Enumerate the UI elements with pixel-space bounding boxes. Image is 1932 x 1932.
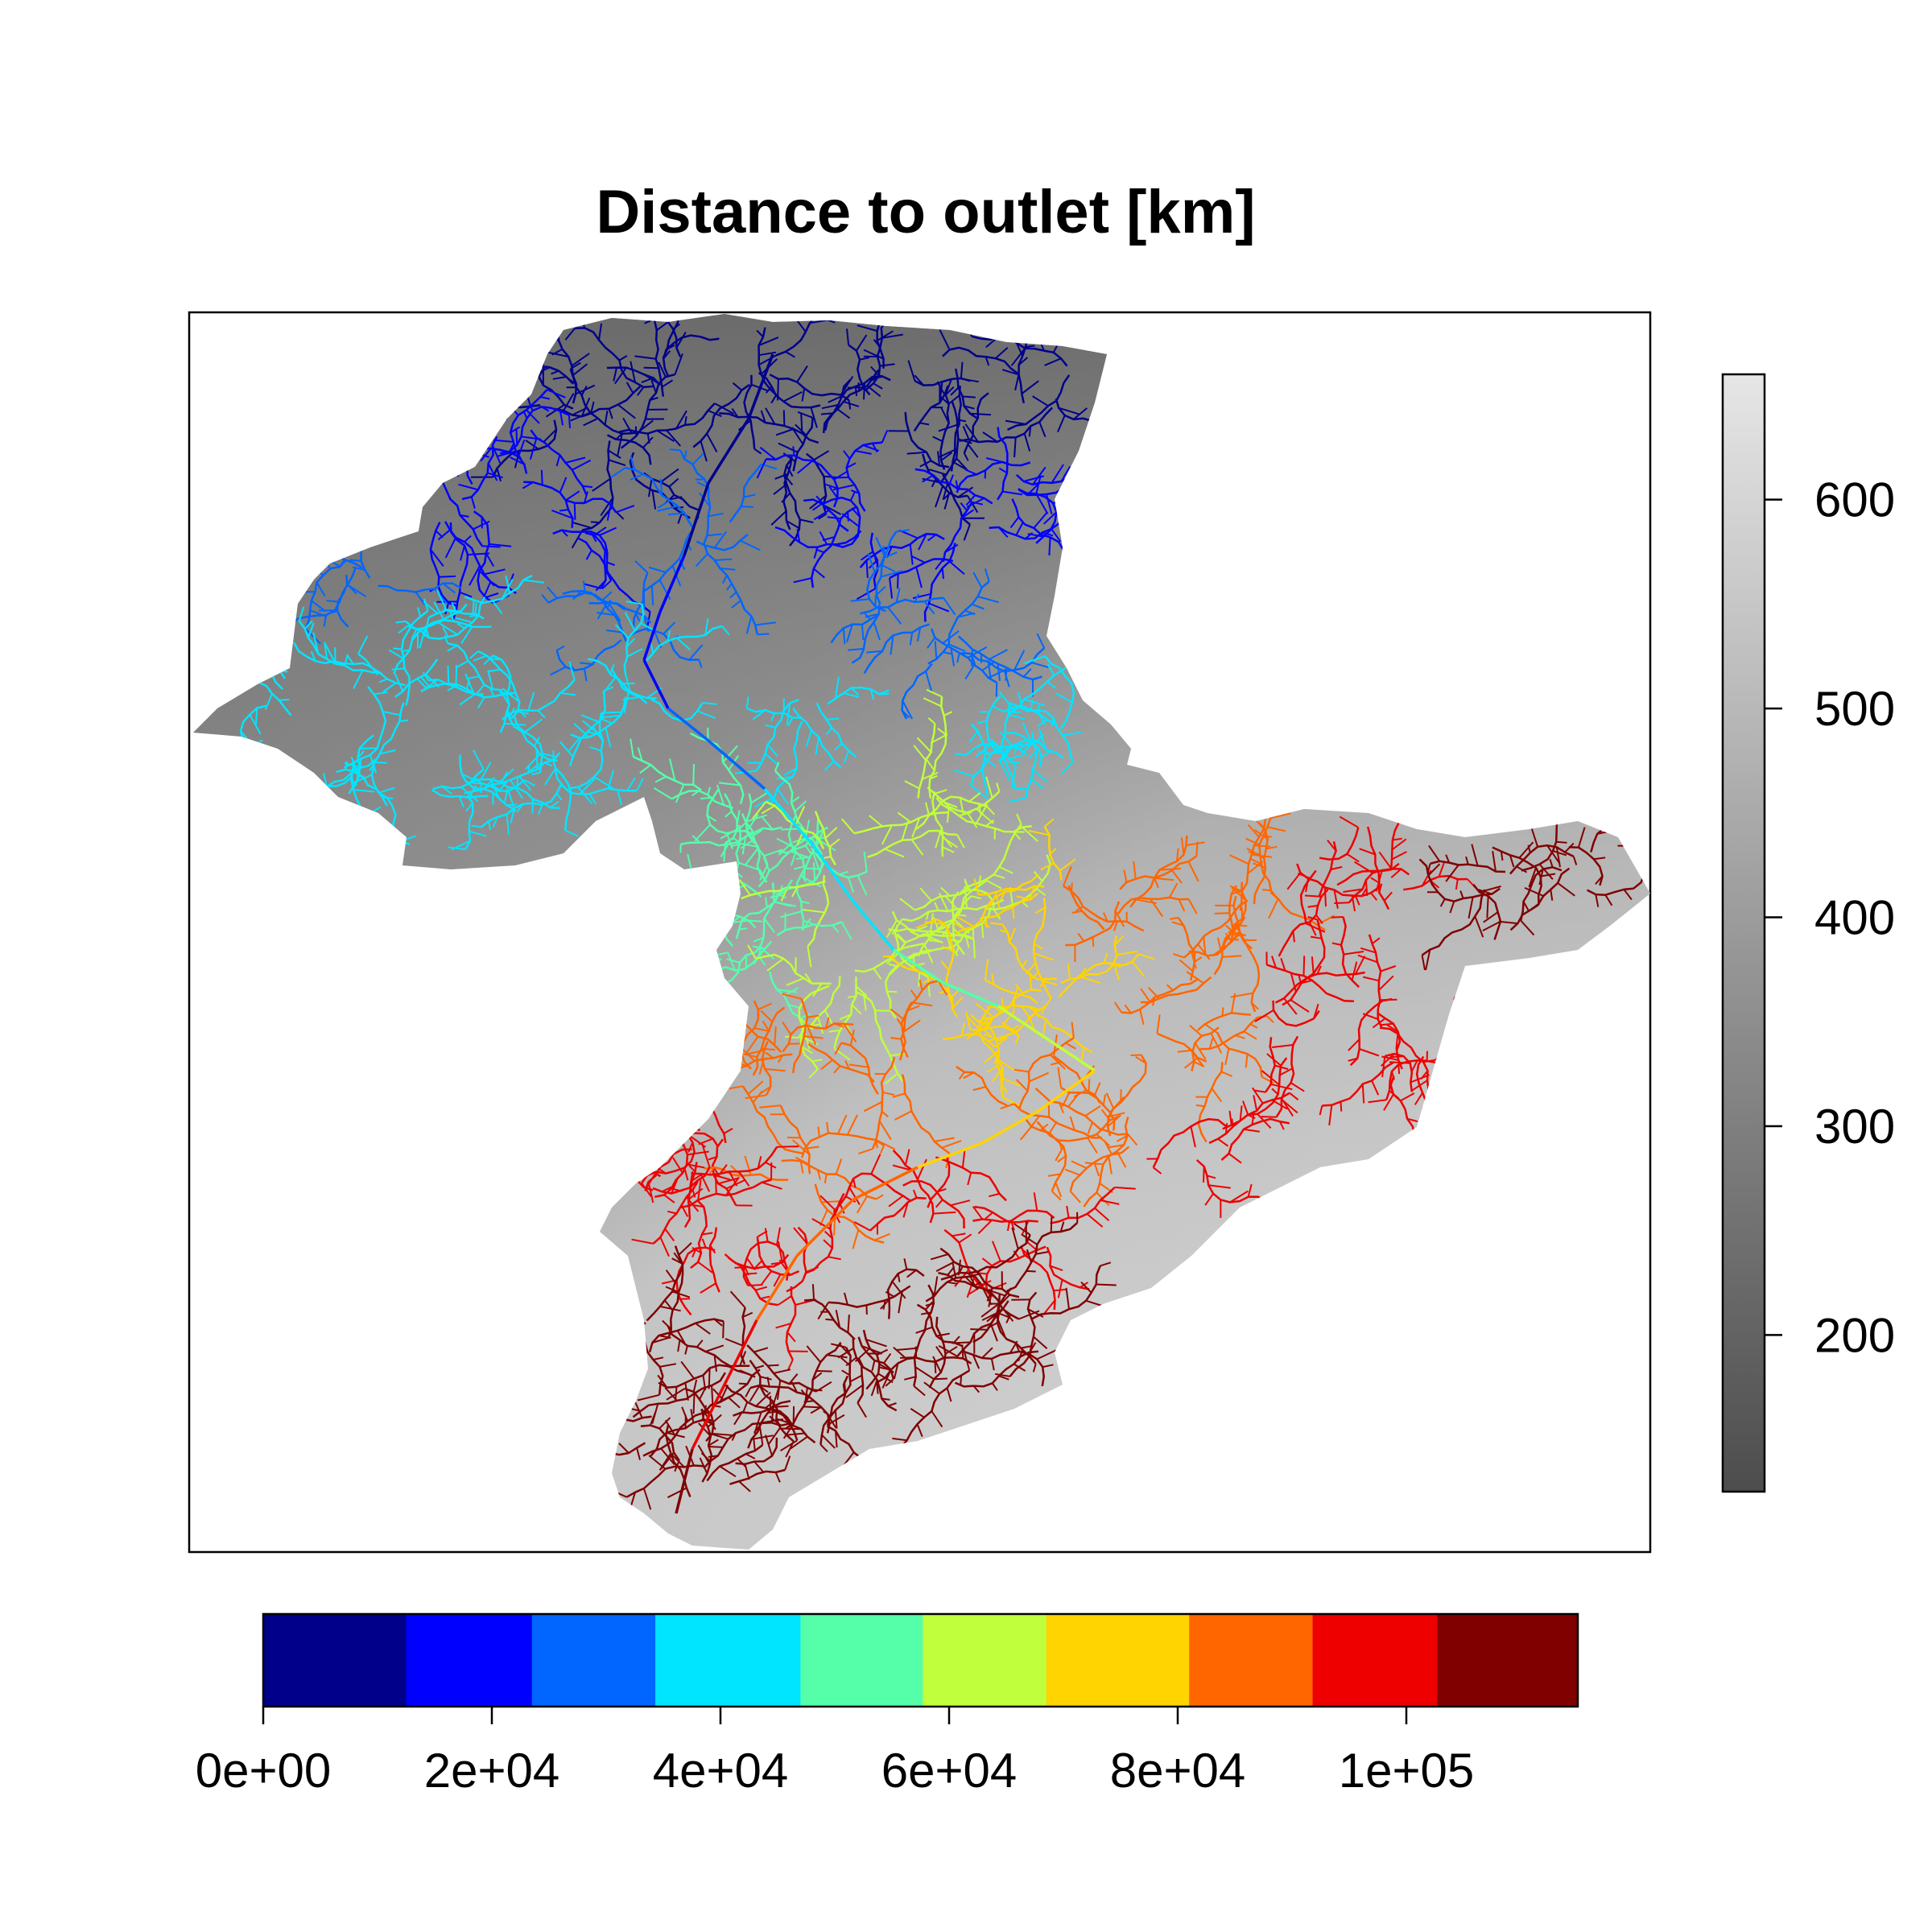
stream-reach: [935, 1150, 1136, 1315]
stream-reach: [285, 598, 440, 781]
distance-tick-label: 0e+00: [196, 1744, 332, 1798]
stream-reach: [756, 430, 889, 601]
stream-reach: [564, 314, 720, 397]
distance-tick-label: 4e+04: [653, 1744, 789, 1798]
stream-reach: [807, 980, 962, 1169]
elevation-tick-label: 200: [1814, 1308, 1895, 1362]
main-channel-segment: [755, 1255, 799, 1321]
stream-reach: [738, 800, 965, 968]
stream-reach: [930, 1212, 1117, 1377]
main-channel-segment: [1046, 1037, 1096, 1072]
main-channel-segment: [675, 1448, 694, 1514]
plot-frame: [188, 311, 1652, 1554]
stream-reach: [876, 1316, 1057, 1457]
stream-reach: [251, 702, 416, 846]
stream-reach: [1278, 815, 1380, 957]
distance-class-swatch: [655, 1614, 801, 1707]
stream-reach: [914, 427, 1112, 590]
stream-reach: [630, 727, 783, 919]
stream-reach: [888, 381, 985, 541]
distance-class-swatch: [1437, 1614, 1579, 1707]
elevation-tick-label: 300: [1814, 1100, 1895, 1154]
stream-reach: [832, 1149, 1007, 1298]
distance-tick-label: 2e+04: [424, 1744, 560, 1798]
stream-reach: [804, 1284, 898, 1452]
stream-reach: [1418, 804, 1578, 971]
distance-class-swatch: [800, 1614, 923, 1707]
main-channel-segment: [747, 353, 774, 419]
distance-class-swatch: [263, 1614, 407, 1707]
main-channel-segment: [763, 787, 815, 847]
elevation-tick-label: 400: [1814, 891, 1895, 945]
stream-reach: [611, 448, 778, 636]
elevation-tick-label: 600: [1814, 473, 1895, 527]
stream-reach: [954, 655, 1075, 803]
stream-reach: [1146, 1053, 1299, 1221]
stream-reach: [719, 369, 884, 547]
distance-colorbar: [262, 1612, 1579, 1708]
stream-reach: [661, 1162, 790, 1316]
main-channel-segment: [811, 844, 855, 903]
stream-reach: [734, 676, 890, 808]
elevation-legend: 200 300 400 500 600: [1721, 373, 1895, 1493]
main-channel-segment: [917, 1141, 983, 1169]
distance-tick-label: 1e+05: [1339, 1744, 1475, 1798]
main-channel-segment: [893, 948, 943, 984]
main-channel-segment: [981, 1109, 1039, 1145]
main-channel-segment: [941, 980, 999, 1008]
stream-reach: [1062, 836, 1205, 963]
stream-reach: [522, 469, 651, 628]
distance-class-swatch: [406, 1614, 533, 1707]
main-channel-segment: [642, 611, 662, 661]
main-channel-segment: [852, 900, 895, 952]
elevation-colorbar: [1721, 373, 1766, 1493]
distance-legend: 0e+00 2e+04 4e+04 6e+04 8e+04 1e+05: [196, 1612, 1579, 1798]
main-channel-segment: [795, 1198, 855, 1257]
main-channel-segment: [707, 418, 750, 484]
distance-class-swatch: [1189, 1614, 1314, 1707]
stream-reach: [747, 942, 934, 1084]
main-channel-segment: [852, 1166, 919, 1201]
distance-class-swatch: [1046, 1614, 1190, 1707]
main-channel-segment: [1037, 1069, 1096, 1113]
stream-reach: [841, 688, 1038, 857]
stream-reach: [1254, 916, 1366, 1118]
stream-reach: [420, 634, 576, 775]
stream-reach: [431, 749, 561, 851]
distance-tick-label: 8e+04: [1110, 1744, 1246, 1798]
stream-reach: [1156, 993, 1274, 1143]
main-channel-segment: [707, 739, 766, 791]
stream-reach: [566, 353, 734, 549]
main-channel-segment: [658, 555, 686, 613]
main-channel-segment: [642, 659, 670, 709]
stream-reach: [891, 813, 1051, 960]
map-title: Distance to outlet [km]: [596, 178, 1256, 246]
stream-reach: [884, 875, 988, 1019]
main-channel-segment: [723, 1319, 758, 1385]
distance-tick-label: 6e+04: [881, 1744, 1018, 1798]
stream-reach: [1000, 1034, 1147, 1208]
stream-reach: [1265, 916, 1440, 1110]
main-channel-segment: [997, 1005, 1047, 1040]
elevation-tick-label: 500: [1814, 682, 1895, 736]
main-channel-segment: [691, 1384, 726, 1450]
stream-reach: [830, 529, 956, 664]
distance-class-swatch: [1312, 1614, 1438, 1707]
distance-class-swatch: [923, 1614, 1047, 1707]
stream-reach: [952, 818, 1076, 1014]
main-channel-segment: [667, 707, 710, 742]
stream-reach: [471, 686, 644, 837]
main-channel-segment: [683, 482, 710, 556]
stream-reach: [817, 1220, 1040, 1397]
distance-class-swatch: [531, 1614, 656, 1707]
